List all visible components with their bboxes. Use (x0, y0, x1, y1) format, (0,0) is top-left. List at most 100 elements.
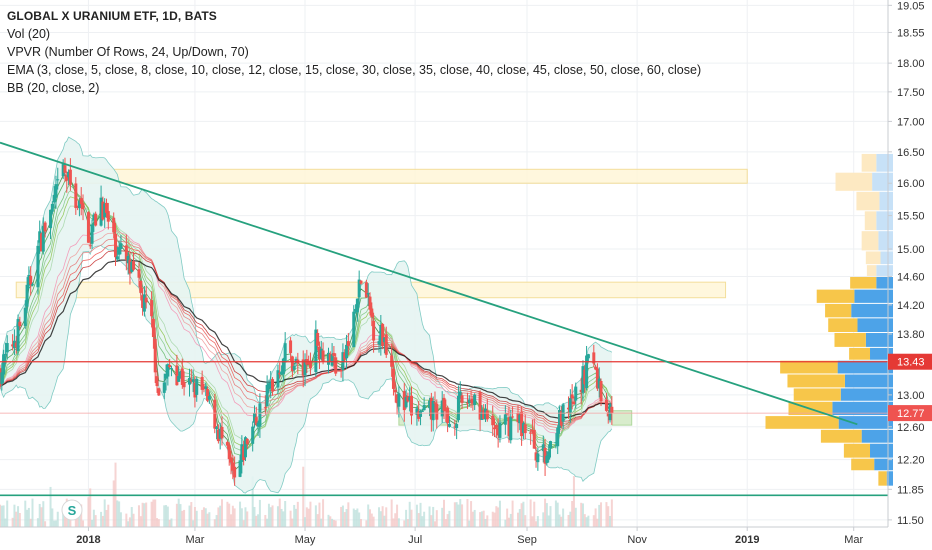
vpvr-down-bar (849, 347, 871, 360)
candle-body (456, 395, 460, 421)
candle-body (225, 442, 229, 446)
candle-body (532, 429, 536, 449)
volume-bar (127, 521, 130, 527)
candle-body (460, 395, 464, 403)
candle-body (216, 429, 220, 442)
volume-bar (480, 511, 483, 527)
volume-bar (343, 512, 346, 527)
volume-bar (443, 499, 445, 527)
candle-body (420, 410, 424, 412)
x-tick-label: Jul (408, 534, 422, 546)
volume-bar (251, 476, 254, 527)
volume-bar (267, 503, 270, 527)
candle-body (233, 466, 237, 478)
vpvr-up-bar (876, 276, 893, 289)
bb-upper-line (0, 136, 613, 410)
candle-body (328, 353, 332, 362)
candle-body (50, 203, 54, 212)
volume-bar (116, 500, 119, 527)
volume-bar (242, 520, 245, 527)
volume-bar (56, 511, 59, 527)
bollinger-bands (0, 136, 613, 494)
volume-bar (280, 508, 283, 527)
volume-bar (177, 498, 180, 527)
candle-body (68, 169, 72, 185)
candle-body (269, 382, 273, 386)
volume-bar (31, 498, 34, 527)
volume-bar (479, 512, 482, 527)
candle-body (536, 453, 540, 463)
candle-body (23, 307, 27, 326)
volume-bar (305, 507, 308, 527)
candle-body (243, 437, 247, 458)
candle-body (556, 427, 560, 447)
candle-body (406, 395, 410, 402)
volume-bar (560, 516, 563, 527)
candle-body (339, 369, 343, 372)
candle-body (157, 388, 161, 396)
volume-bar (103, 499, 106, 527)
volume-bar (240, 508, 243, 527)
volume-bar (143, 503, 146, 527)
volume-bar (29, 518, 32, 527)
volume-bar (370, 513, 373, 527)
volume-bar (329, 516, 332, 527)
volume-bar (246, 511, 249, 527)
candle-body (144, 297, 148, 303)
volume-bar (105, 509, 108, 527)
candle-body (52, 194, 56, 203)
candle-body (543, 447, 547, 464)
volume-bar (359, 519, 362, 527)
volume-bar (542, 512, 545, 527)
candle-body (334, 357, 338, 374)
candle-body (422, 404, 426, 411)
volume-bar (141, 502, 144, 527)
candle-body (381, 324, 385, 346)
volume-bar (125, 513, 128, 527)
candle-body (321, 350, 325, 362)
candle-body (202, 387, 206, 390)
volume-bar (289, 510, 292, 527)
volume-bar (314, 505, 317, 527)
candle-body (509, 416, 513, 441)
volume-bar (53, 520, 56, 527)
volume-bar (231, 505, 234, 527)
volume-bar (320, 518, 323, 527)
volume-bar (522, 501, 525, 527)
volume-bar (341, 505, 344, 527)
volume-bar (444, 519, 447, 527)
volume-bar (304, 517, 307, 527)
vpvr-up-bar (854, 289, 893, 303)
volume-bar (112, 480, 115, 527)
y-tick-label: 17.00 (897, 116, 925, 128)
vpvr-down-bar (850, 276, 877, 289)
candle-body (547, 451, 551, 460)
volume-bar (255, 515, 258, 527)
volume-bar (217, 507, 220, 527)
volume-bar (87, 497, 90, 527)
volume-bar (92, 509, 95, 527)
candle-body (294, 358, 298, 364)
candle-body (597, 378, 601, 389)
volume-bar (379, 511, 382, 527)
volume-bar (509, 513, 512, 527)
candle-body (567, 407, 571, 410)
candle-body (548, 441, 552, 449)
price-label-text: 12.77 (897, 408, 925, 420)
candle-body (38, 231, 42, 243)
x-tick-label: Mar (844, 534, 863, 546)
volume-bar (562, 508, 565, 527)
candle-body (410, 395, 414, 416)
volume-bar (580, 502, 583, 527)
candle-body (77, 200, 81, 209)
volume-bar (536, 516, 539, 527)
candle-body (610, 406, 614, 414)
volume-bar (340, 506, 343, 527)
volume-bar (226, 501, 229, 527)
candle-body (63, 165, 67, 173)
candle-body (485, 410, 489, 420)
volume-bar (215, 515, 218, 527)
candle-body (372, 320, 376, 341)
candle-body (518, 414, 522, 424)
